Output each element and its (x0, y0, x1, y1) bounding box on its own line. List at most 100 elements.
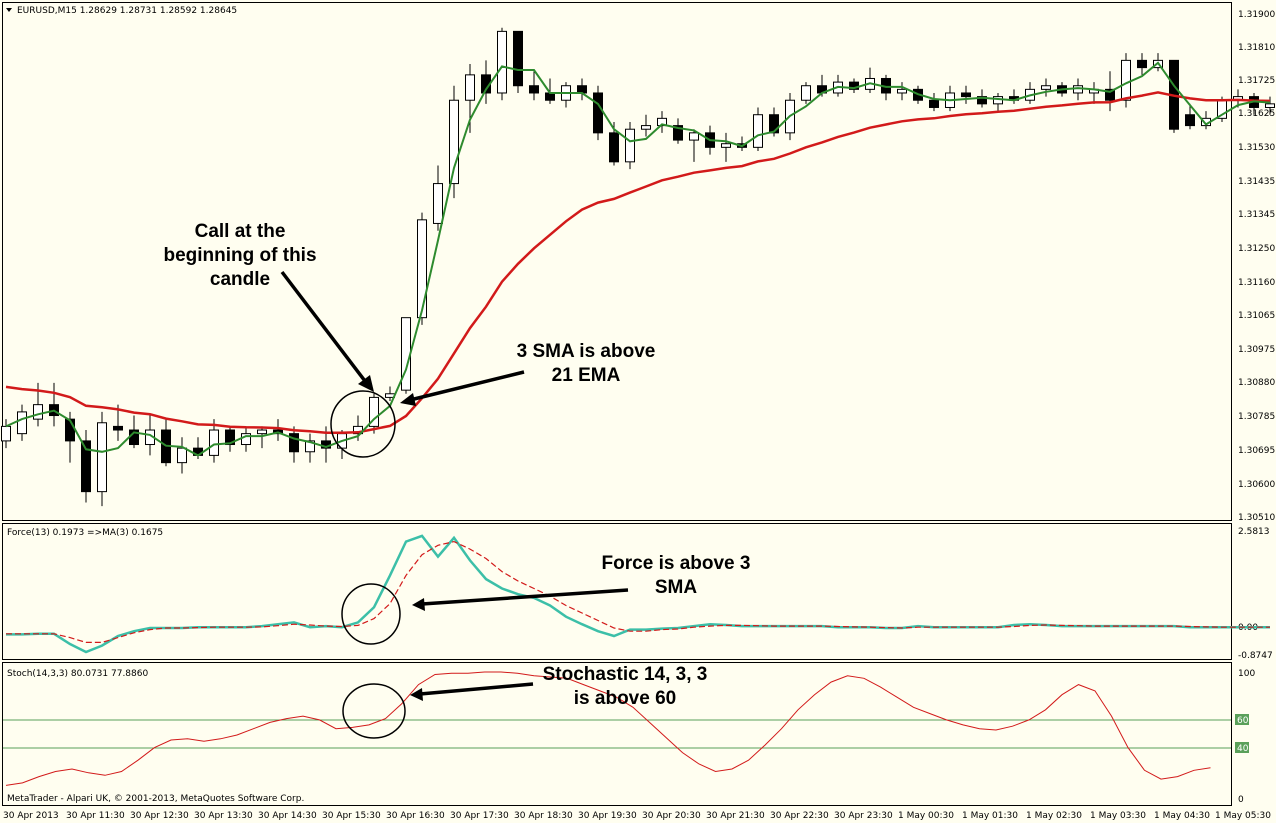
annotation-stoch-line: Stochastic 14, 3, 3 (543, 664, 708, 685)
y-tick-label: 1.31530 (1238, 143, 1275, 153)
annotation-sma-line: 21 EMA (552, 365, 621, 386)
candle-bull (209, 429, 219, 456)
annotation-sma-circle (330, 390, 396, 458)
candle-bear (929, 99, 939, 108)
candle-bull (257, 429, 267, 435)
y-tick-label: 1.31345 (1238, 210, 1275, 220)
annotation-call-line: candle (210, 269, 270, 290)
candle-bear (1185, 114, 1195, 127)
x-tick-label: 30 Apr 20:30 (642, 811, 701, 821)
candle-bull (721, 143, 731, 148)
x-tick-label: 30 Apr 14:30 (258, 811, 317, 821)
candle-bull (449, 99, 459, 185)
y-tick-label: 1.30600 (1238, 480, 1275, 490)
candle-bear (289, 433, 299, 453)
x-tick-label: 30 Apr 22:30 (770, 811, 829, 821)
chart-menu-triangle-icon[interactable] (6, 8, 12, 12)
candle-bull (369, 396, 379, 427)
stoch-y-tick-label: 40 (1237, 744, 1249, 754)
y-tick-label: 1.31065 (1238, 311, 1275, 321)
candle-bear (81, 440, 91, 493)
candle-bull (465, 74, 475, 101)
y-tick-label: 1.30510 (1238, 513, 1275, 523)
candle-bull (641, 125, 651, 130)
annotation-stoch-arrowhead (410, 688, 423, 701)
x-tick-label: 1 May 04:30 (1154, 811, 1210, 821)
candle-bear (673, 125, 683, 141)
ema21-line (5, 91, 1271, 435)
candle-bear (609, 132, 619, 163)
candle-bear (545, 92, 555, 101)
candle-bull (433, 183, 443, 224)
candle-bear (961, 92, 971, 98)
annotation-force-arrow (421, 588, 629, 606)
main-panel-frame (2, 2, 1232, 521)
annotation-stoch: Stochastic 14, 3, 3 is above 60 (342, 664, 708, 739)
x-tick-label: 30 Apr 17:30 (450, 811, 509, 821)
force-ma-line (6, 540, 1270, 644)
candle-bear (529, 85, 539, 94)
candle-bull (97, 422, 107, 493)
force-panel-title: Force(13) 0.1973 =>MA(3) 0.1675 (7, 528, 163, 538)
y-tick-label: 1.31725 (1238, 76, 1275, 86)
annotation-sma-arrowhead (400, 393, 416, 406)
x-tick-label: 30 Apr 12:30 (130, 811, 189, 821)
y-tick-label: 1.30975 (1238, 345, 1275, 355)
y-tick-label: 1.31625 (1238, 109, 1275, 119)
y-tick-label: 1.31160 (1238, 278, 1275, 288)
candle-bear (769, 114, 779, 134)
x-tick-label: 1 May 00:30 (898, 811, 954, 821)
candle-bear (1105, 88, 1115, 101)
annotation-force: Force is above 3 SMA (341, 553, 751, 645)
x-tick-label: 30 Apr 11:30 (66, 811, 125, 821)
x-tick-label: 30 Apr 23:30 (834, 811, 893, 821)
candle-bear (225, 429, 235, 446)
y-tick-label: 1.30785 (1238, 412, 1275, 422)
x-axis: 30 Apr 2013 30 Apr 11:30 30 Apr 12:30 30… (3, 811, 1271, 821)
x-tick-label: 30 Apr 13:30 (194, 811, 253, 821)
annotation-sma-ema: 3 SMA is above 21 EMA (330, 341, 656, 458)
annotation-call-arrowhead (358, 375, 374, 392)
annotation-sma-line: 3 SMA is above (517, 341, 656, 362)
y-tick-label: 1.30695 (1238, 446, 1275, 456)
candle-bull (17, 411, 27, 435)
candle-bear (977, 96, 987, 105)
stoch-line (5, 671, 1211, 786)
annotation-force-line: Force is above 3 (602, 553, 751, 574)
copyright-footer: MetaTrader - Alpari UK, © 2001-2013, Met… (7, 794, 304, 804)
candle-bull (689, 132, 699, 141)
annotation-call-arrow (280, 270, 370, 387)
x-tick-label: 30 Apr 2013 (3, 811, 59, 821)
stoch-y-tick-label: 100 (1238, 669, 1255, 679)
candle-bull (33, 404, 43, 420)
x-tick-label: 30 Apr 21:30 (706, 811, 765, 821)
force-y-tick-label: 2.5813 (1238, 527, 1270, 537)
candle-bull (625, 128, 635, 163)
annotation-call-line: Call at the (195, 221, 286, 242)
force-y-axis: 2.5813 0.00 -0.8747 (1238, 527, 1273, 661)
candle-bull (753, 114, 763, 148)
annotation-call-line: beginning of this (163, 245, 316, 266)
y-tick-label: 1.31435 (1238, 177, 1275, 187)
candle-bear (1137, 59, 1147, 69)
x-tick-label: 30 Apr 19:30 (578, 811, 637, 821)
y-tick-label: 1.31250 (1238, 244, 1275, 254)
x-tick-label: 1 May 03:30 (1090, 811, 1146, 821)
candle-bear (577, 85, 587, 94)
candle-bull (417, 219, 427, 319)
candle-bull (897, 88, 907, 94)
candle-bull (1041, 85, 1051, 90)
stoch-level-60-badge (1235, 714, 1249, 725)
stoch-level-40-badge (1235, 742, 1249, 753)
stoch-y-axis: 100 60 40 0 (1235, 669, 1255, 805)
candle-bull (801, 85, 811, 101)
candle-bear (513, 30, 523, 87)
stoch-panel-frame (2, 662, 1232, 806)
x-tick-label: 30 Apr 16:30 (386, 811, 445, 821)
y-tick-label: 1.30880 (1238, 378, 1275, 388)
candle-bull (401, 317, 411, 391)
x-tick-label: 1 May 01:30 (962, 811, 1018, 821)
x-tick-label: 30 Apr 18:30 (514, 811, 573, 821)
force-y-tick-label: -0.8747 (1238, 651, 1273, 661)
